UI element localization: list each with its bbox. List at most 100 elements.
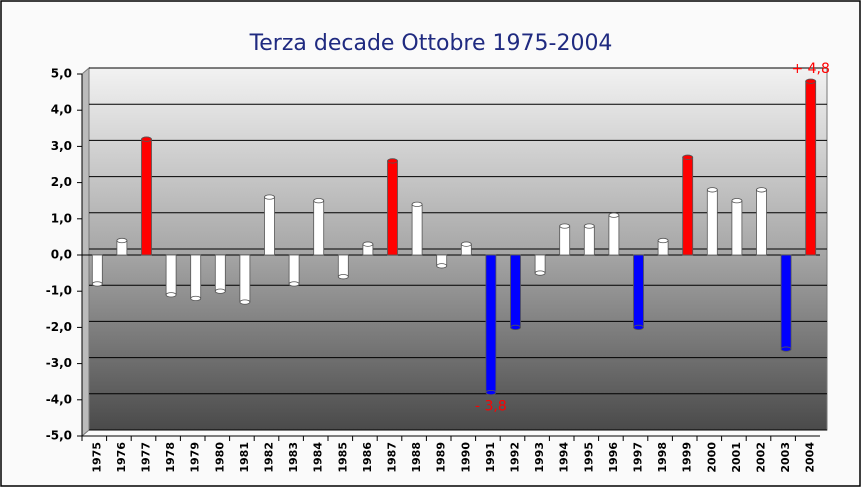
x-tick-label: 1985 — [336, 442, 349, 473]
bar-cap — [387, 158, 398, 164]
bar-cap — [239, 299, 251, 305]
x-tick-label: 1988 — [410, 442, 423, 473]
x-tick-label: 1990 — [459, 442, 472, 473]
value-label: + 4,8 — [791, 61, 829, 77]
bar — [239, 254, 251, 303]
x-tick-label: 1991 — [484, 442, 497, 473]
x-tick-label: 1981 — [238, 442, 251, 473]
bar — [731, 200, 743, 256]
bar-cap — [485, 389, 497, 396]
x-tick-label: 1978 — [164, 442, 177, 473]
x-tick-label: 1977 — [140, 442, 153, 473]
x-tick-label: 1989 — [435, 442, 448, 473]
x-tick-label: 2001 — [730, 442, 743, 473]
x-tick-label: 1983 — [287, 442, 300, 473]
bar-cap — [141, 136, 152, 142]
y-tick-label: -5,0 — [46, 429, 72, 443]
y-tick-label: -3,0 — [46, 356, 72, 370]
bar — [91, 254, 103, 285]
bar — [780, 254, 792, 350]
x-tick-label: 1980 — [213, 442, 226, 473]
x-tick-label: 1993 — [533, 442, 546, 473]
bar — [534, 254, 546, 274]
x-tick-label: 1997 — [632, 442, 645, 473]
x-tick-label: 1984 — [312, 442, 325, 473]
bar — [682, 156, 694, 256]
y-tick-label: 4,0 — [51, 103, 72, 117]
bar-cap — [682, 154, 694, 160]
bar-cap — [633, 324, 644, 330]
bar — [313, 200, 325, 256]
bar — [165, 254, 177, 296]
bar — [706, 189, 718, 256]
bar-cap — [436, 263, 448, 269]
x-tick-label: 1975 — [90, 442, 103, 473]
x-tick-label: 1996 — [607, 442, 620, 473]
y-tick-label: 0,0 — [51, 248, 72, 262]
bar — [805, 80, 817, 256]
x-tick-label: 1979 — [189, 442, 202, 473]
bar-cap — [288, 281, 300, 287]
y-tick-label: 3,0 — [51, 139, 72, 153]
bar — [264, 196, 275, 256]
y-tick-label: 2,0 — [51, 175, 72, 189]
bar-cap — [756, 187, 767, 193]
y-tick-label: -2,0 — [46, 320, 72, 334]
x-tick-label: 2003 — [779, 442, 792, 473]
y-tick-label: -4,0 — [46, 392, 72, 406]
bar-cap — [657, 237, 669, 244]
bar-cap — [91, 281, 103, 287]
bar-cap — [559, 223, 571, 229]
x-tick-label: 1986 — [361, 442, 374, 473]
x-tick-label: 2004 — [804, 442, 817, 473]
bar-cap — [190, 295, 202, 302]
bar-cap — [731, 198, 743, 204]
bar-cap — [608, 212, 620, 218]
chart-title: Terza decade Ottobre 1975-2004 — [249, 31, 613, 56]
bar — [141, 138, 152, 256]
bar-cap — [583, 223, 595, 229]
bar — [411, 203, 423, 256]
value-label: - 3,8 — [475, 399, 507, 415]
bar-cap — [805, 78, 817, 84]
bar-cap — [165, 292, 177, 298]
x-tick-label: 1976 — [115, 442, 128, 473]
bar — [559, 225, 571, 256]
bar-cap — [313, 198, 325, 204]
bar — [633, 254, 644, 328]
y-tick-label: -1,0 — [46, 284, 72, 298]
bar — [190, 254, 202, 299]
bar — [608, 214, 620, 256]
x-tick-label: 1994 — [558, 442, 571, 473]
bar-cap — [510, 324, 521, 330]
y-tick-label: 5,0 — [51, 67, 72, 81]
bar — [387, 160, 398, 256]
side-wall — [81, 66, 90, 438]
bar-cap — [264, 194, 275, 200]
bar-cap — [411, 201, 423, 207]
bar-cap — [706, 187, 718, 193]
bar-cap — [362, 241, 374, 247]
bar — [756, 189, 767, 256]
x-tick-label: 1995 — [582, 442, 595, 473]
bar-cap — [116, 237, 128, 244]
x-tick-label: 1999 — [681, 442, 694, 473]
x-tick-label: 2002 — [755, 442, 768, 473]
bar — [485, 254, 497, 393]
bar — [583, 225, 595, 256]
bar — [337, 254, 349, 278]
bar-cap — [460, 241, 472, 247]
x-tick-label: 1987 — [386, 442, 399, 473]
bar-cap — [214, 288, 226, 294]
x-tick-label: 1982 — [263, 442, 276, 473]
bar-cap — [780, 346, 792, 352]
bar-cap — [337, 274, 349, 280]
x-tick-label: 2000 — [705, 442, 718, 473]
bar — [510, 254, 521, 328]
bar-cap — [534, 270, 546, 276]
bar — [214, 254, 226, 292]
bar — [288, 254, 300, 285]
y-tick-label: 1,0 — [51, 211, 72, 225]
